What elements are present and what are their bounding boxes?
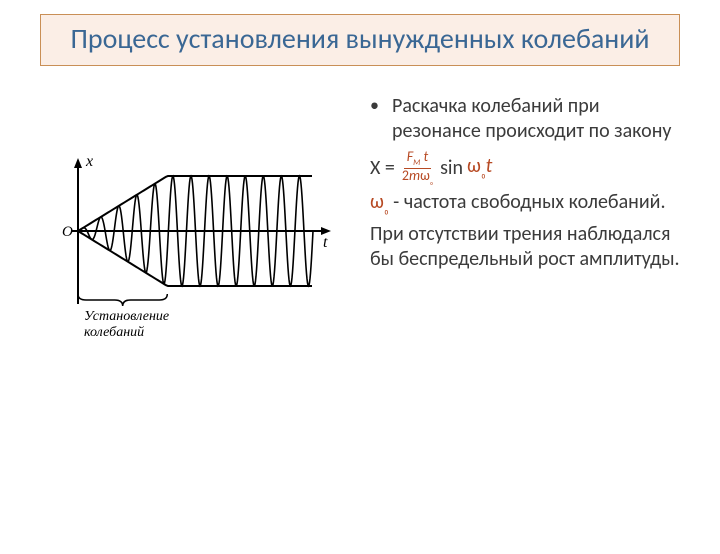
formula-omega: ω₀t — [467, 154, 492, 182]
paragraph-2: При отсутствии трения наблюдался бы бесп… — [370, 222, 680, 272]
formula-denominator: 2mω₀ — [399, 169, 436, 187]
formula: X = FM t 2mω₀ sin ω₀t — [370, 150, 680, 186]
content-area: x t O Установлениеколебаний • Раскачка коле… — [0, 66, 720, 351]
bullet-item: • Раскачка колебаний при резонансе проис… — [370, 94, 680, 144]
frequency-definition: ω₀ - частота свободных колебаний. — [370, 190, 680, 218]
svg-text:O: O — [62, 224, 73, 240]
bullet-text: Раскачка колебаний при резонансе происхо… — [392, 94, 680, 144]
slide-title: Процесс установления вынужденных колебан… — [57, 23, 663, 55]
formula-lhs: X = — [370, 156, 395, 181]
svg-text:x: x — [85, 153, 93, 170]
bullet-glyph: • — [370, 94, 392, 144]
text-column: • Раскачка колебаний при резонансе проис… — [360, 86, 680, 351]
formula-fraction: FM t 2mω₀ — [399, 150, 436, 186]
svg-text:t: t — [323, 234, 328, 251]
slide-title-box: Процесс установления вынужденных колебан… — [40, 14, 680, 66]
freq-symbol: ω₀ — [370, 190, 389, 214]
svg-text:колебаний: колебаний — [84, 325, 144, 340]
oscillation-diagram: x t O Установлениеколебаний — [40, 136, 340, 346]
formula-sin: sin — [440, 156, 463, 181]
svg-text:Установление: Установление — [84, 309, 169, 324]
freq-text: - частота свободных колебаний. — [393, 190, 665, 214]
diagram-column: x t O Установлениеколебаний — [40, 86, 360, 351]
